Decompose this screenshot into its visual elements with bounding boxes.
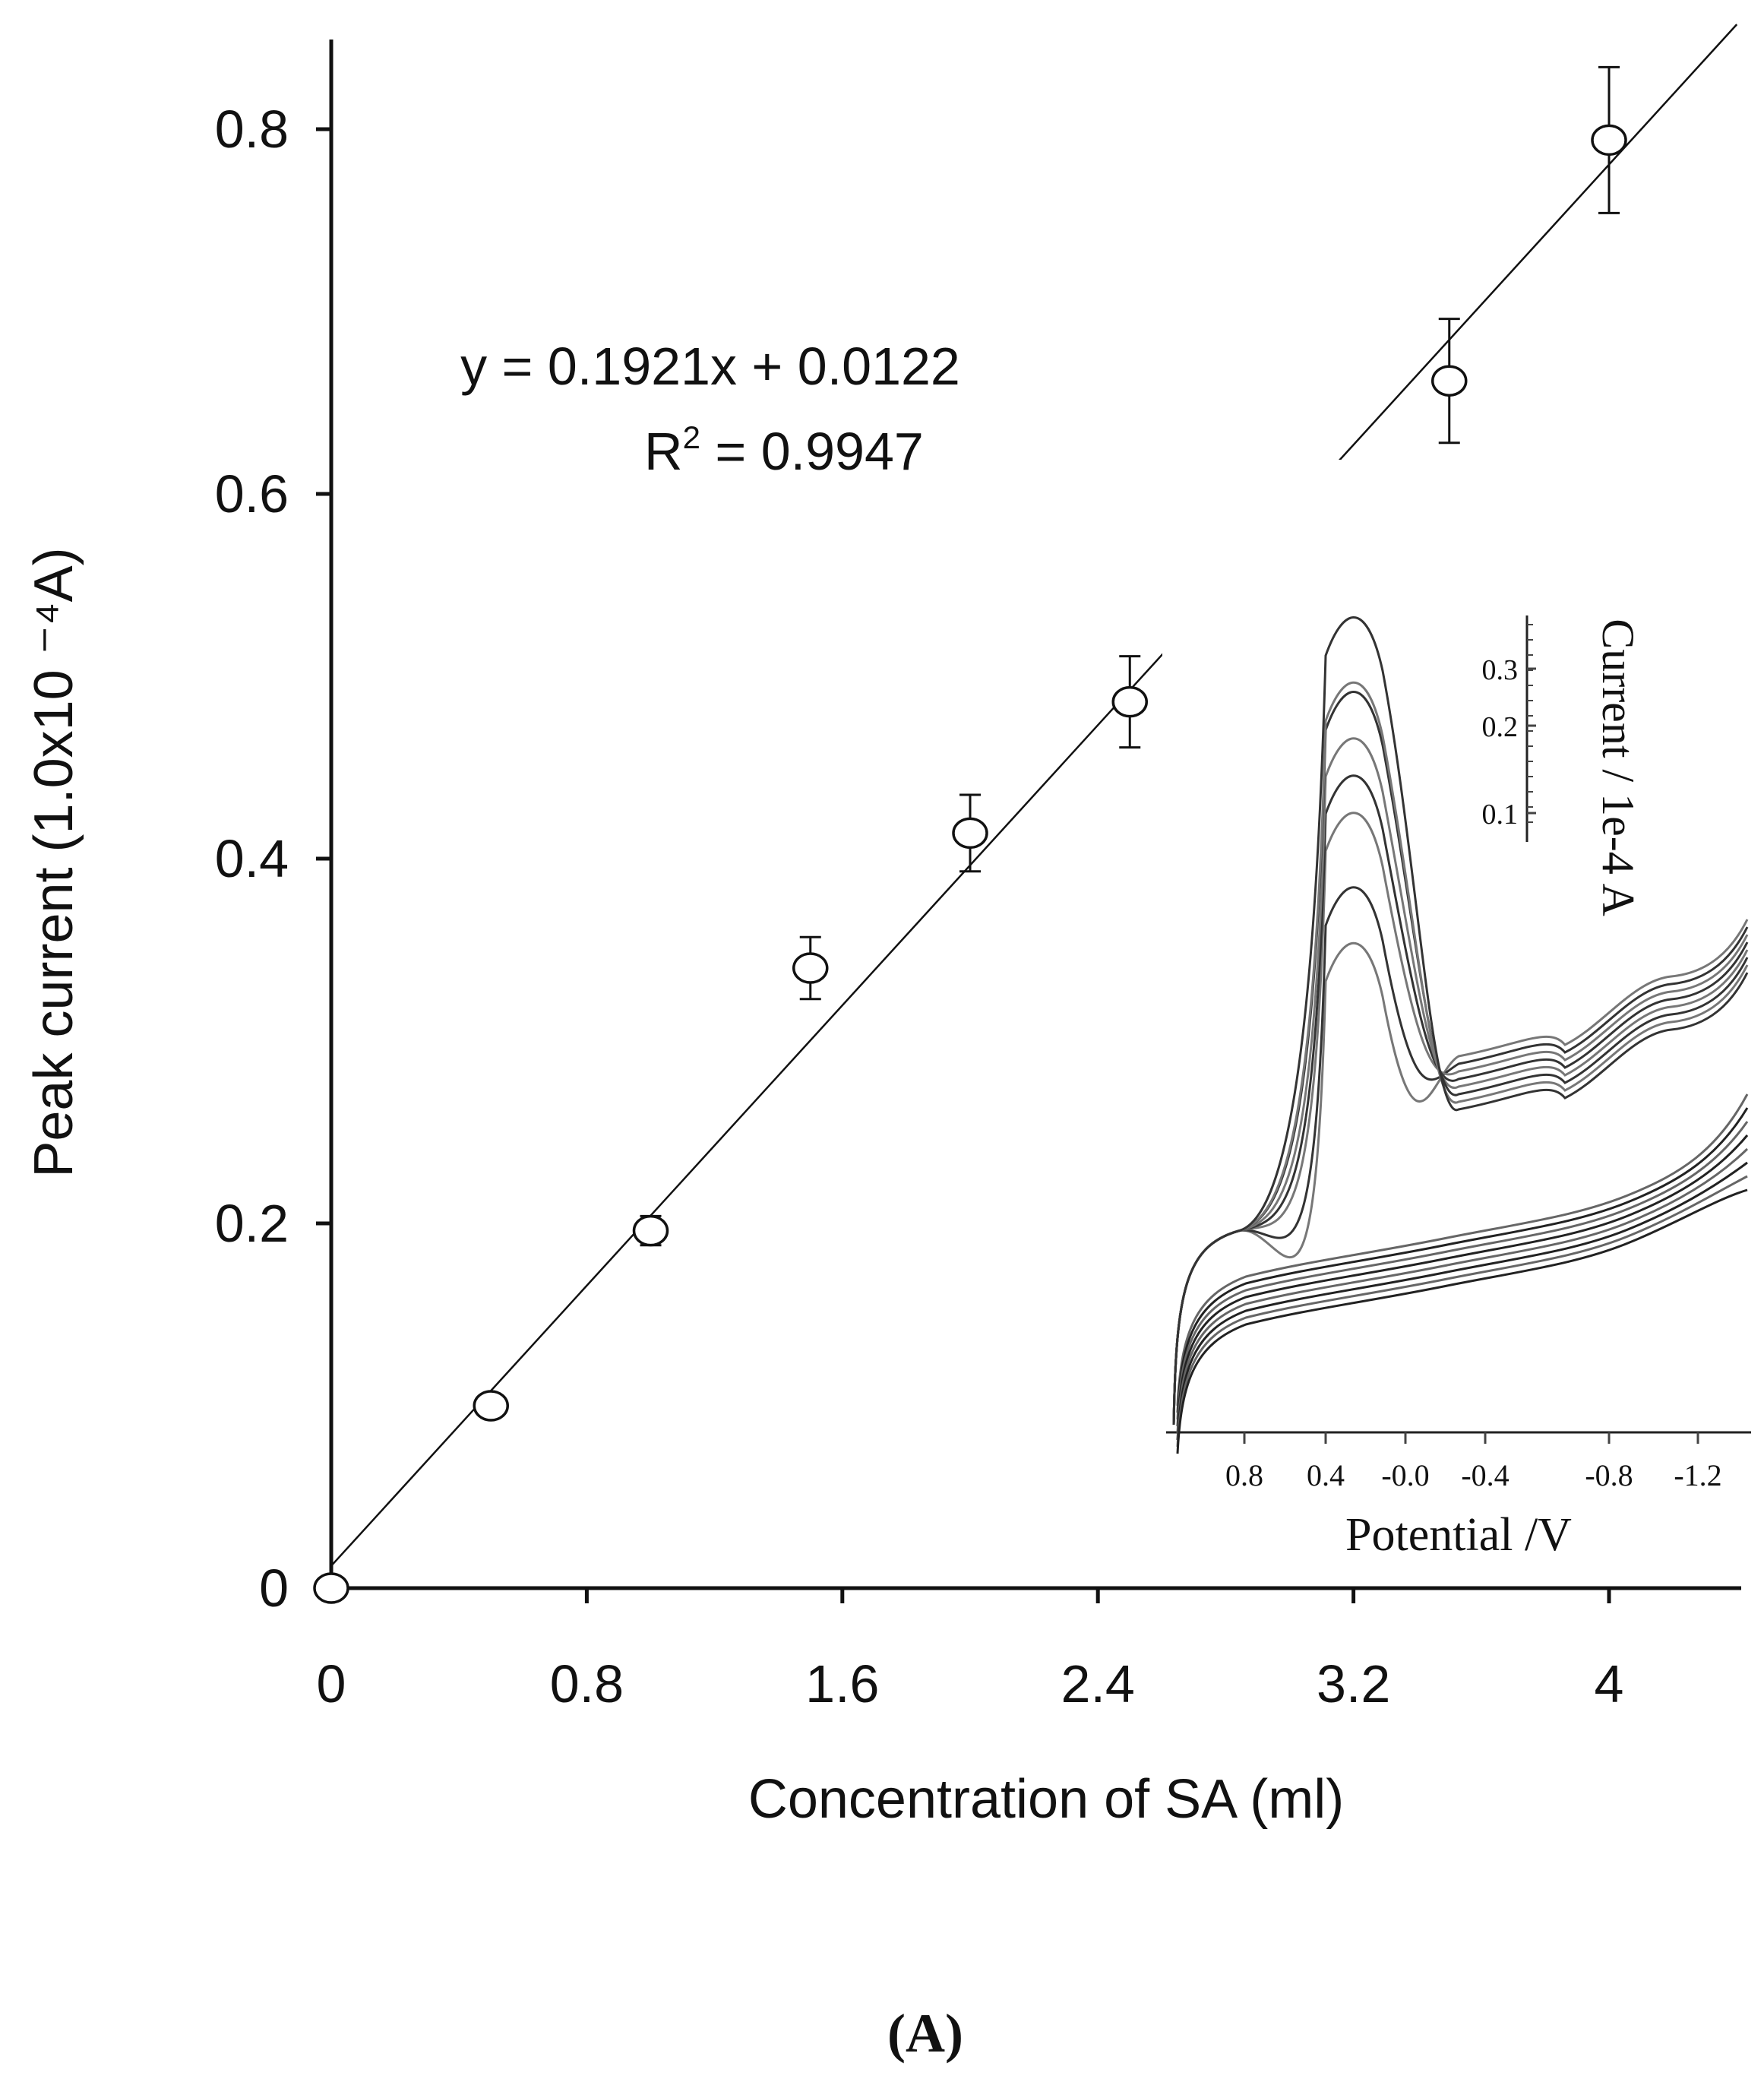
y-tick-label: 0.8 [215,100,289,159]
data-point [473,1390,509,1422]
inset-baseline-curve [1176,1175,1748,1448]
panel-label: (A) [887,2003,963,2064]
inset-y-tick-label: 0.1 [1482,799,1519,831]
inset-curve [1172,616,1749,1426]
x-tick-label: 1.6 [805,1654,879,1714]
y-tick-label: 0 [259,1558,289,1618]
y-tick-label: 0.4 [215,829,289,888]
inset-background [1162,460,1749,1432]
inset-x-ticks: 0.8 0.4 -0.0 -0.4 -0.8 -1.2 [1225,1432,1722,1492]
inset-x-tick-label: 0.4 [1307,1458,1345,1492]
inset-baseline-curve [1176,1134,1749,1427]
data-point [313,1572,349,1604]
x-axis-label: Concentration of SA (ml) [748,1769,1344,1830]
x-tick-label: 2.4 [1061,1654,1135,1714]
inset-x-tick-label: -0.0 [1381,1458,1429,1492]
fit-line [330,24,1738,1567]
y-tick-label: 0.6 [215,464,289,524]
data-point [792,952,829,984]
main-chart: 0 0.8 1.6 2.4 3.2 4 0 0.2 0.4 0.6 0.8 [215,24,1741,1714]
x-ticks: 0 0.8 1.6 2.4 3.2 4 [317,1588,1624,1714]
inset-baseline-curve [1176,1121,1749,1420]
r-squared: R2 = 0.9947 [644,419,924,481]
x-tick-label: 0 [317,1654,346,1714]
inset-x-tick-label: -1.2 [1674,1458,1721,1492]
inset-y-ticks: 0.3 0.2 0.1 [1482,624,1536,831]
data-point [1591,124,1627,157]
inset-baseline-curve [1176,1161,1748,1441]
inset-baseline-curve [1176,1107,1749,1413]
data-point [632,1214,669,1247]
inset-x-tick-label: -0.4 [1461,1458,1509,1492]
x-tick-label: 3.2 [1317,1654,1390,1714]
inset-y-tick-label: 0.3 [1482,654,1519,686]
inset-y-tick-label: 0.2 [1482,711,1519,743]
inset-y-axis-label: Current / 1e-4 A [1593,619,1643,916]
y-axis-label: Peak current (1.0x10 ⁻⁴A) [24,547,84,1177]
y-ticks: 0 0.2 0.4 0.6 0.8 [215,100,331,1618]
x-tick-label: 0.8 [550,1654,624,1714]
data-point [952,817,988,850]
inset-curves [1172,616,1749,1454]
inset-x-tick-label: 0.8 [1225,1458,1263,1492]
inset-baseline-curve [1176,1093,1749,1407]
fit-equation: y = 0.1921x + 0.0122 [460,337,960,396]
x-tick-label: 4 [1595,1654,1624,1714]
y-tick-label: 0.2 [215,1194,289,1253]
inset-voltammogram: 0.3 0.2 0.1 0.8 0.4 -0.0 -0.4 -0.8 -1.2 Potenti… [1162,460,1751,1561]
inset-x-axis-label: Potential /V [1345,1509,1572,1561]
inset-baseline-curve [1176,1188,1748,1454]
data-point [1431,365,1468,397]
inset-x-tick-label: -0.8 [1585,1458,1633,1492]
inset-baseline-curve [1176,1147,1749,1434]
data-point [1111,685,1148,718]
